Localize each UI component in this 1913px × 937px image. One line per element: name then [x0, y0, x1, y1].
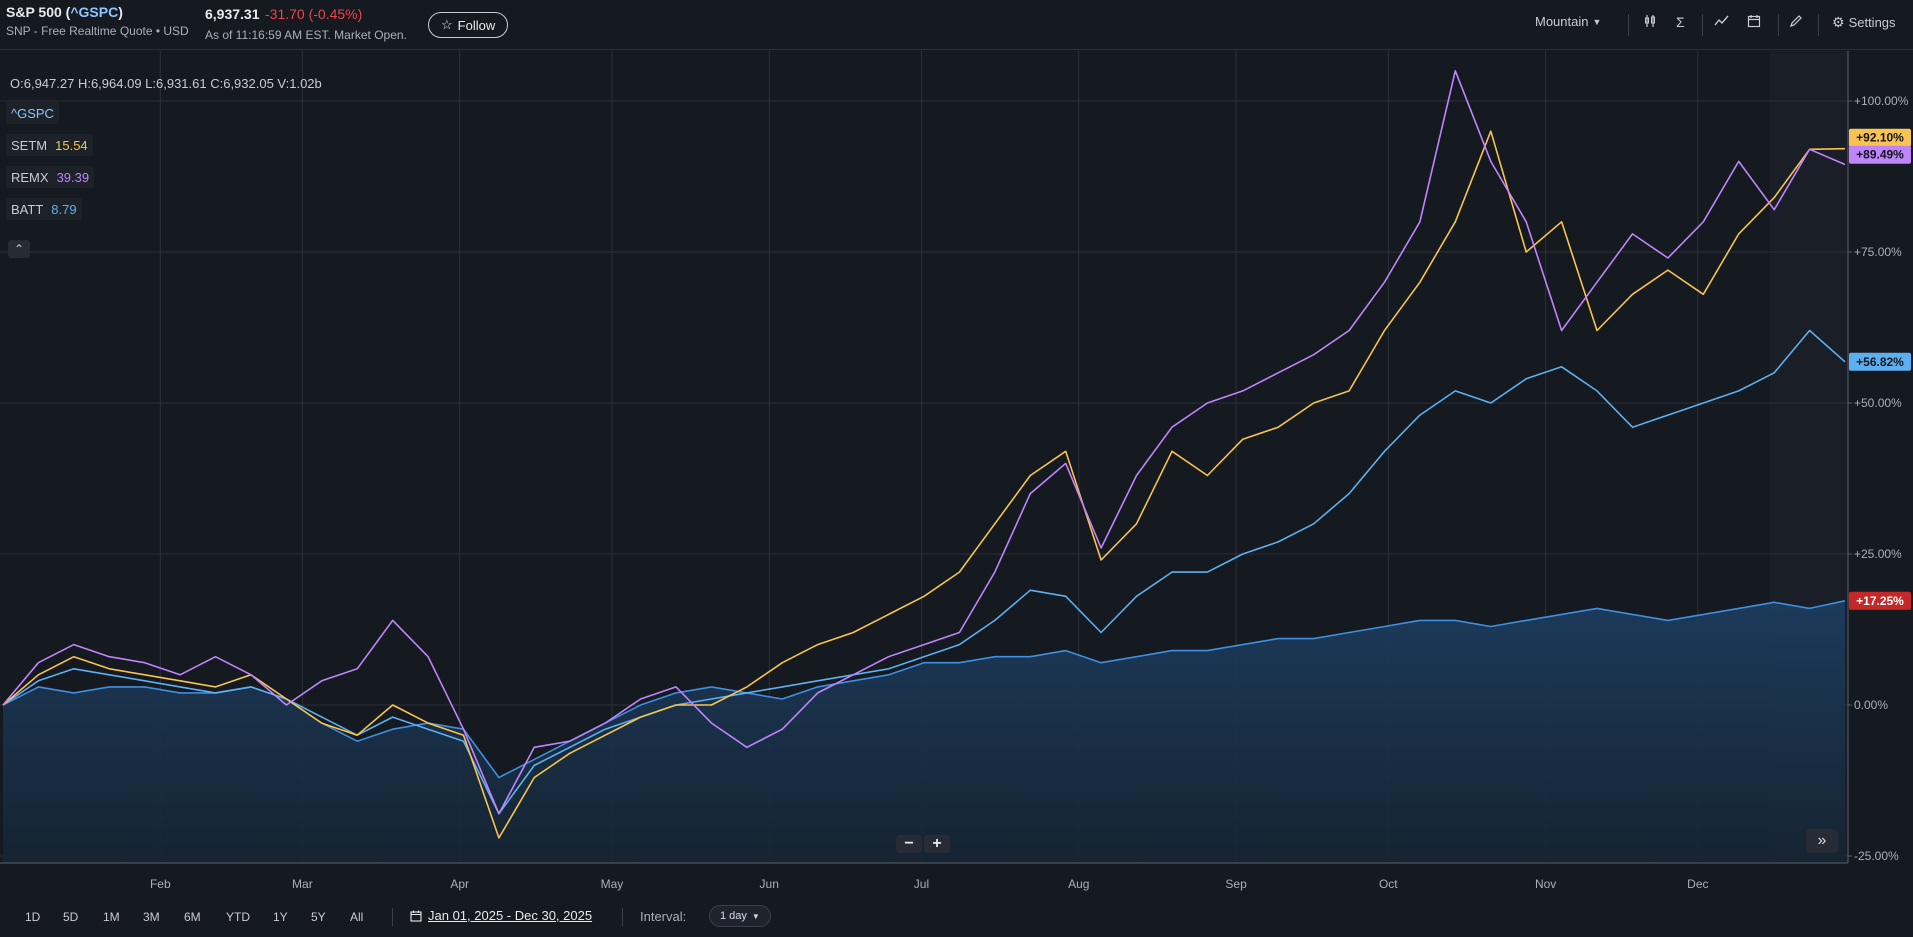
end-label-gspc: +17.25% — [1849, 591, 1911, 610]
series-line-batt[interactable] — [2, 329, 1846, 815]
calendar-icon — [410, 910, 422, 922]
quote-source: SNP - Free Realtime Quote • USD — [6, 24, 189, 38]
follow-button[interactable]: ☆ Follow — [428, 12, 509, 38]
svg-text:+92.10%: +92.10% — [1856, 131, 1904, 145]
chart-type-dropdown[interactable]: Mountain ▼ — [1535, 14, 1602, 29]
zoom-out-button[interactable]: − — [896, 835, 922, 853]
legend-item-batt[interactable]: BATT 8.79 — [6, 198, 82, 220]
chevron-up-icon: ⌃ — [13, 242, 25, 256]
market-status: As of 11:16:59 AM EST. Market Open. — [205, 28, 407, 42]
svg-text:+56.82%: +56.82% — [1856, 355, 1904, 369]
double-chevron-right-icon: » — [1817, 832, 1827, 849]
y-tick-label: +50.00% — [1854, 396, 1902, 410]
legend-symbol: BATT — [11, 201, 44, 217]
x-tick-label: Aug — [1068, 877, 1089, 891]
compare-button[interactable] — [1714, 14, 1730, 28]
legend-item-gspc[interactable]: ^GSPC — [6, 102, 59, 124]
sum-button[interactable]: Σ — [1676, 14, 1685, 30]
ohlc-readout: O:6,947.27 H:6,964.09 L:6,931.61 C:6,932… — [10, 76, 322, 91]
range-all-button[interactable]: All — [350, 910, 364, 924]
pencil-icon — [1790, 15, 1802, 27]
series-line-remx[interactable] — [2, 70, 1846, 815]
trend-icon — [1714, 15, 1729, 26]
interval-dropdown[interactable]: 1 day ▼ — [709, 905, 771, 927]
x-tick-label: Apr — [450, 877, 469, 891]
end-label-remx: +89.49% — [1849, 145, 1911, 164]
svg-text:+17.25%: +17.25% — [1856, 594, 1904, 608]
range-3m-button[interactable]: 3M — [143, 910, 160, 924]
series-area-gspc — [3, 600, 1845, 863]
x-tick-label: Mar — [292, 877, 313, 891]
indicators-button[interactable] — [1643, 14, 1657, 28]
comparison-chart[interactable]: +100.00% +75.00% +50.00% +25.00% 0.00% -25.00… — [0, 51, 1913, 898]
range-1d-button[interactable]: 1D — [25, 910, 41, 924]
sigma-icon: Σ — [1676, 14, 1685, 30]
calendar-icon — [1747, 15, 1761, 28]
x-tick-label: Jul — [914, 877, 929, 891]
zoom-in-button[interactable]: + — [924, 835, 950, 853]
x-tick-label: Jun — [760, 877, 779, 891]
star-icon: ☆ — [441, 17, 453, 32]
legend-value: 15.54 — [55, 137, 88, 153]
legend-item-setm[interactable]: SETM 15.54 — [6, 134, 93, 156]
divider — [1702, 14, 1703, 36]
divider — [622, 908, 623, 926]
legend-value: 8.79 — [51, 201, 77, 217]
legend-value: 39.39 — [56, 169, 90, 185]
end-label-batt: +56.82% — [1849, 352, 1911, 371]
events-button[interactable] — [1747, 14, 1761, 28]
quote-header: S&P 500 (^GSPC) SNP - Free Realtime Quot… — [0, 0, 1913, 50]
chevron-down-icon: ▼ — [751, 911, 760, 921]
x-tick-label: Dec — [1687, 877, 1708, 891]
page-title: S&P 500 (^GSPC) — [6, 4, 123, 20]
range-5d-button[interactable]: 5D — [63, 910, 79, 924]
divider — [392, 908, 393, 926]
x-tick-label: Feb — [150, 877, 171, 891]
range-6m-button[interactable]: 6M — [184, 910, 201, 924]
legend-symbol: ^GSPC — [11, 105, 54, 121]
chevron-down-icon: ▼ — [1592, 16, 1602, 27]
price-change: -31.70 (-0.45%) — [265, 6, 363, 22]
draw-button[interactable] — [1789, 14, 1803, 28]
svg-text:+89.49%: +89.49% — [1856, 148, 1904, 162]
range-1m-button[interactable]: 1M — [103, 910, 120, 924]
series-line-setm[interactable] — [2, 130, 1846, 839]
x-tick-label: Nov — [1535, 877, 1556, 891]
x-tick-label: Sep — [1225, 877, 1247, 891]
gear-icon: ⚙ — [1832, 14, 1845, 30]
y-tick-label: -25.00% — [1854, 849, 1899, 863]
y-tick-label: 0.00% — [1854, 698, 1888, 712]
legend-symbol: SETM — [11, 137, 48, 153]
y-tick-label: +75.00% — [1854, 245, 1902, 259]
last-price: 6,937.31 — [205, 6, 260, 22]
divider — [1818, 14, 1819, 36]
title-symbol[interactable]: ^GSPC — [70, 4, 119, 20]
y-tick-label: +25.00% — [1854, 547, 1902, 561]
interval-label: Interval: — [640, 909, 687, 924]
x-tick-label: Oct — [1379, 877, 1398, 891]
x-tick-label: May — [601, 877, 624, 891]
legend-item-remx[interactable]: REMX 39.39 — [6, 166, 95, 188]
settings-button[interactable]: ⚙ Settings — [1832, 14, 1896, 30]
candlestick-icon — [1645, 15, 1655, 27]
legend-symbol: REMX — [11, 169, 49, 185]
y-tick-label: +100.00% — [1854, 94, 1909, 108]
range-1y-button[interactable]: 1Y — [273, 910, 288, 924]
divider — [1628, 14, 1629, 36]
date-range-picker[interactable]: Jan 01, 2025 - Dec 30, 2025 — [410, 908, 592, 923]
range-toolbar: 1D 5D 1M 3M 6M YTD 1Y 5Y All Jan 01, 202… — [0, 898, 1913, 937]
divider — [1778, 14, 1779, 36]
zoom-controls: − + — [896, 835, 950, 853]
scroll-to-latest-button[interactable]: » — [1806, 829, 1838, 853]
range-ytd-button[interactable]: YTD — [226, 910, 250, 924]
collapse-legend-button[interactable]: ⌃ — [8, 240, 30, 258]
end-label-setm: +92.10% — [1849, 128, 1911, 147]
range-5y-button[interactable]: 5Y — [311, 910, 326, 924]
